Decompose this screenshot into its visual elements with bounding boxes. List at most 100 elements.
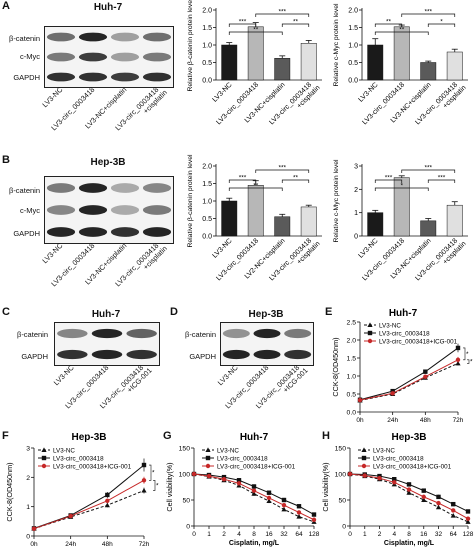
y-axis-label: Relative c-Myc protein level (333, 159, 340, 243)
significance-label: ** (386, 19, 392, 26)
significance-label: ** (399, 27, 405, 34)
data-point (455, 360, 461, 366)
blot-band (284, 349, 312, 360)
data-point (205, 455, 211, 461)
x-tick-label: 128 (463, 531, 474, 538)
blot-band (142, 72, 172, 82)
blot-band (46, 72, 76, 82)
blot-band (222, 349, 250, 360)
data-point (406, 490, 412, 495)
bar (300, 43, 317, 81)
significance-label: *** (424, 165, 432, 172)
x-tick-label: 72h (453, 417, 464, 424)
x-tick-label-line: LV3-NC (357, 81, 379, 103)
chart-b1: Relative β-catenin protein level 0.0 0.5 1.… (187, 154, 322, 282)
data-point (251, 491, 257, 496)
blot-c-title: Huh-7 (91, 309, 121, 320)
data-point (311, 517, 317, 522)
x-tick-label: LV3-NC (357, 81, 379, 103)
y-tick-label: 2.0 (202, 8, 212, 15)
y-tick-label: 3 (354, 164, 358, 171)
y-tick-label: 0.0 (202, 234, 212, 241)
significance-bracket (281, 179, 310, 183)
significance-bracket (374, 179, 403, 183)
significance-bracket (281, 23, 310, 27)
x-tick-label: 2 (222, 531, 226, 538)
chart-h: Hep-3B Cell viability(%) 0 50 100 150 0 1 2 4 8 16 3… (321, 432, 474, 547)
data-point (406, 487, 412, 492)
lane-label-line: LV3-NC (216, 363, 240, 387)
x-tick-label-line: LV3-NC (211, 81, 233, 103)
significance-bracket (255, 13, 310, 17)
x-tick-label: 8 (407, 531, 411, 538)
blot-band (57, 328, 88, 339)
data-point (362, 473, 367, 478)
data-point (296, 510, 302, 515)
significance-bracket (427, 179, 456, 183)
bar (300, 206, 317, 237)
blot-band (142, 32, 172, 42)
series-line (33, 490, 145, 530)
blot-band (78, 72, 108, 82)
significance-label: *** (278, 165, 286, 172)
data-point (281, 503, 287, 508)
y-tick-label: 1 (26, 504, 30, 511)
significance-bracket (467, 359, 470, 364)
blot-d-title: Hep-3B (248, 309, 284, 320)
blot-band (110, 183, 140, 193)
blot-b-lane-labels: LV3-NCLV3-circ_0003418LV3-NC+cisplatinLV… (40, 241, 169, 288)
legend-label: LV3-circ_0003418+ICG-001 (53, 464, 132, 471)
legend-label: LV3-circ_0003418+ICG-001 (217, 464, 296, 471)
blot-band (126, 349, 157, 360)
series-line (349, 473, 469, 520)
panel-letter-c: C (2, 306, 10, 318)
significance-label: ** (293, 19, 299, 26)
y-tick-label: 50 (182, 498, 190, 505)
x-tick-label: LV3-NC (357, 237, 379, 259)
data-point (41, 463, 47, 469)
blot-band (46, 52, 76, 62)
data-point (451, 501, 456, 507)
significance-bracket (228, 187, 283, 191)
blot-band (110, 227, 140, 237)
y-tick-label: 2.0 (202, 164, 212, 171)
series-line (359, 347, 459, 401)
y-tick-label: 1.0 (202, 43, 212, 50)
significance-label: * (152, 470, 155, 477)
blot-b-row-label: GAPDH (13, 229, 40, 238)
blot-band (284, 328, 312, 339)
significance-label: * (466, 351, 469, 358)
data-point (296, 504, 302, 509)
data-point (105, 492, 110, 498)
blot-a-row-label: β-catenin (9, 34, 40, 43)
blot-band (91, 328, 123, 339)
y-axis-label: Relative β-catenin protein level (187, 154, 194, 248)
legend-label: LV3-circ_0003418 (379, 331, 430, 338)
significance-bracket (228, 23, 257, 27)
blot-band (253, 349, 281, 360)
x-tick-label: 1 (363, 531, 367, 538)
data-point (281, 506, 287, 512)
blot-a-lane-labels: LV3-NCLV3-circ_0003418LV3-NC+cisplatinLV… (40, 85, 169, 132)
blot-a-title: Huh-7 (93, 2, 123, 13)
bar (247, 26, 264, 81)
lane-label-line: LV3-NC (40, 241, 64, 265)
y-tick-label: 2.5 (347, 320, 357, 327)
blot-band (46, 227, 76, 237)
x-axis-label: Cisplatin, mg/L (229, 540, 280, 547)
data-point (191, 471, 197, 477)
y-tick-label: 0.0 (202, 78, 212, 85)
data-point (390, 391, 395, 396)
significance-label: ** (293, 175, 299, 182)
x-tick-label-line: LV3-NC (211, 237, 233, 259)
significance-bracket (228, 179, 257, 183)
chart-a2: Relative c-Myc protein level 0.0 0.5 1.0 1.5… (333, 3, 468, 126)
blot-c-row-label: GAPDH (21, 352, 48, 361)
data-point (251, 484, 257, 489)
panel-letter-b: B (2, 154, 10, 166)
series-line (193, 473, 315, 523)
data-point (206, 473, 212, 479)
bar (247, 185, 264, 237)
blot-band (126, 328, 157, 339)
legend-label: LV3-NC (217, 448, 239, 455)
